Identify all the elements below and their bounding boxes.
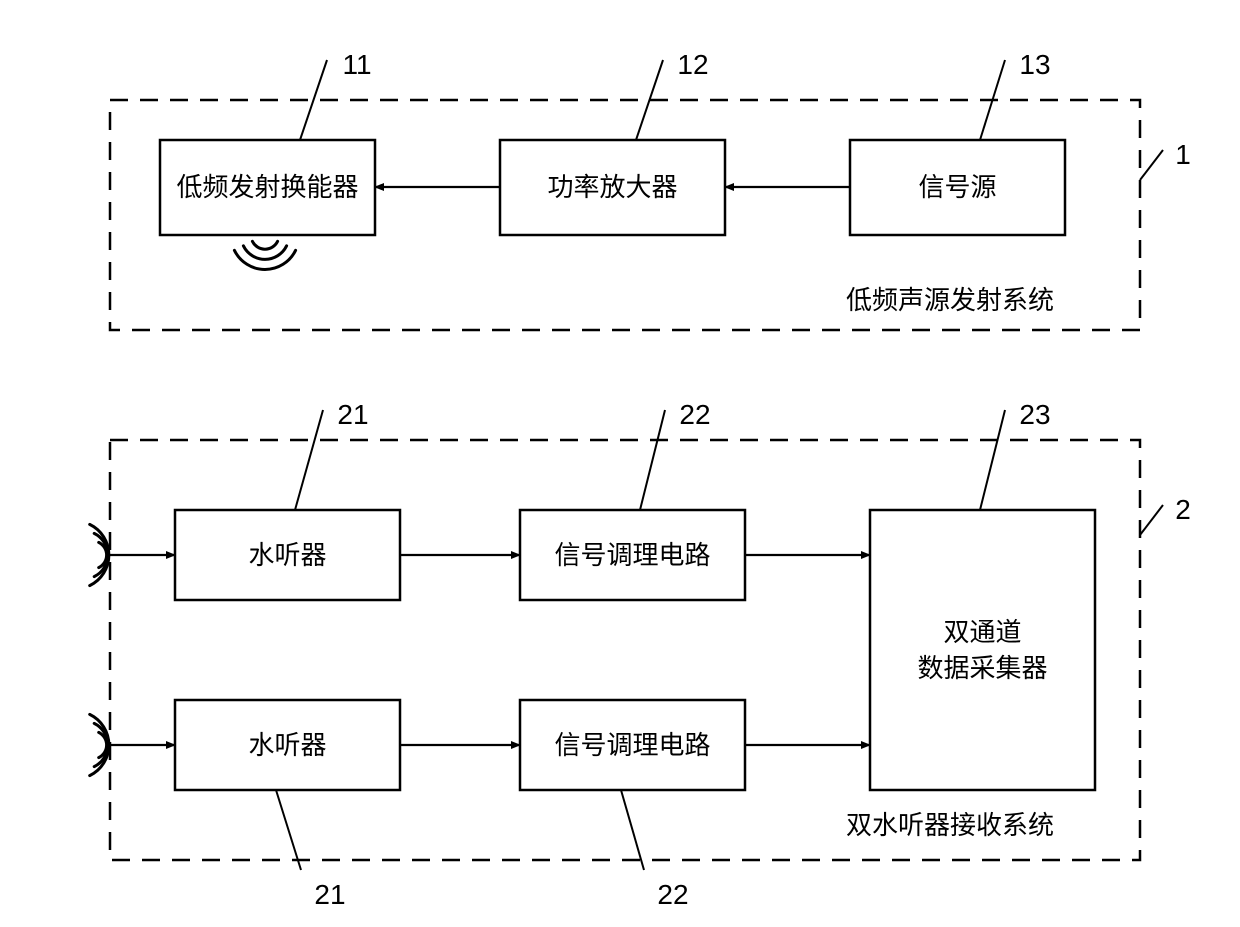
b21b-leader <box>276 790 301 870</box>
b13-label: 信号源 <box>850 140 1065 235</box>
b23-label: 双通道 数据采集器 <box>870 510 1095 790</box>
b22a-label: 信号调理电路 <box>520 510 745 600</box>
system2-leader <box>1140 505 1163 535</box>
b22a-ref: 22 <box>670 400 720 430</box>
system1-title: 低频声源发射系统 <box>780 285 1120 315</box>
b21a-ref: 21 <box>328 400 378 430</box>
b21a-label: 水听器 <box>175 510 400 600</box>
b11-ref: 11 <box>332 50 382 80</box>
b21a-leader <box>295 410 323 510</box>
b12-ref: 12 <box>668 50 718 80</box>
b21b-label: 水听器 <box>175 700 400 790</box>
system2-label: 2 <box>1168 495 1198 525</box>
wave-icon-0 <box>252 241 277 249</box>
b22b-ref: 22 <box>648 880 698 910</box>
b22b-leader <box>621 790 644 870</box>
system2-title: 双水听器接收系统 <box>780 810 1120 840</box>
b13-ref: 13 <box>1010 50 1060 80</box>
b23-leader <box>980 410 1005 510</box>
b11-label: 低频发射换能器 <box>160 140 375 235</box>
b23-ref: 23 <box>1010 400 1060 430</box>
b22a-leader <box>640 410 665 510</box>
b22b-label: 信号调理电路 <box>520 700 745 790</box>
system1-label: 1 <box>1168 140 1198 170</box>
b21b-ref: 21 <box>305 880 355 910</box>
system1-leader <box>1140 150 1163 180</box>
b12-label: 功率放大器 <box>500 140 725 235</box>
